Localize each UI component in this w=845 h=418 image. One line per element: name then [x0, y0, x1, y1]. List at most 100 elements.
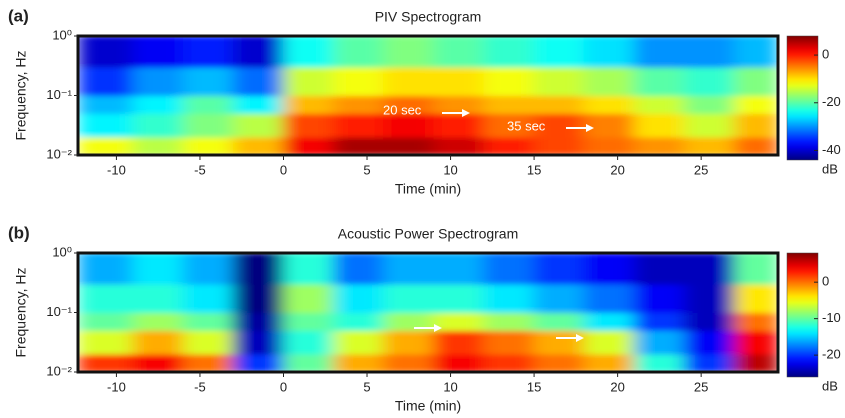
heatmap-cell [78, 136, 134, 155]
heatmap-cell [78, 329, 134, 355]
colorbar [786, 35, 819, 161]
heatmap-cell [78, 353, 134, 372]
heatmap-cell [533, 329, 585, 355]
y-tick-label: 10⁻¹ [46, 304, 72, 319]
heatmap-cell [734, 112, 778, 138]
heatmap-cell [734, 95, 778, 114]
heatmap-cell [683, 283, 736, 313]
heatmap-cell [78, 283, 134, 313]
heatmap-cell [734, 66, 778, 96]
heatmap-cell [78, 36, 134, 68]
heatmap-cell [232, 253, 284, 285]
heatmap-cell [583, 112, 635, 138]
heatmap-cell [132, 36, 184, 68]
heatmap-cell [132, 112, 184, 138]
heatmap-cell [533, 112, 585, 138]
x-tick-label: 5 [363, 162, 370, 177]
x-tick-label: -5 [194, 379, 206, 394]
heatmap-cell [132, 253, 184, 285]
heatmap-area [78, 36, 778, 155]
heatmap-cell [132, 66, 184, 96]
heatmap-cell [282, 353, 335, 372]
heatmap-cell [182, 283, 234, 313]
heatmap-cell [383, 283, 435, 313]
heatmap-cell [333, 95, 385, 114]
heatmap-cell [683, 329, 736, 355]
heatmap-cell [533, 253, 585, 285]
heatmap-cell [182, 95, 234, 114]
colorbar-tick-label: 0 [822, 47, 829, 62]
heatmap-cell [633, 36, 685, 68]
heatmap-cell [483, 136, 535, 155]
arrow-head [576, 334, 584, 342]
y-tick-label: 10⁰ [52, 27, 72, 42]
heatmap-cell [483, 283, 535, 313]
heatmap-cell [282, 283, 335, 313]
heatmap-cell [633, 353, 685, 372]
heatmap-cell [683, 312, 736, 331]
heatmap-cell [583, 253, 635, 285]
heatmap-cell [132, 136, 184, 155]
heatmap-cell [433, 283, 485, 313]
heatmap-cell [383, 136, 435, 155]
x-tick-label: 10 [443, 379, 457, 394]
heatmap-cell [232, 112, 284, 138]
x-tick-label: -5 [194, 162, 206, 177]
arrow-head [462, 109, 470, 117]
heatmap-cell [333, 66, 385, 96]
heatmap-cell [433, 312, 485, 331]
heatmap-cell [282, 329, 335, 355]
heatmap-cell [232, 283, 284, 313]
heatmap-cell [633, 283, 685, 313]
annotation: 20 sec [383, 102, 422, 117]
heatmap-cell [383, 353, 435, 372]
heatmap-cell [483, 353, 535, 372]
heatmap-cell [583, 353, 635, 372]
heatmap-cell [533, 36, 585, 68]
heatmap-cell [533, 312, 585, 331]
colorbar-tick-label: -40 [822, 142, 841, 157]
heatmap-cell [78, 66, 134, 96]
y-axis-label: Frequency, Hz [13, 268, 29, 358]
panel-label: (a) [8, 6, 29, 25]
heatmap-cell [333, 36, 385, 68]
heatmap-cell [232, 66, 284, 96]
heatmap-cell [734, 36, 778, 68]
annotation: 35 sec [507, 118, 546, 133]
heatmap-cell [583, 283, 635, 313]
heatmap-cell [683, 112, 736, 138]
colorbar-label: dB [822, 378, 838, 393]
heatmap-cell [583, 312, 635, 331]
x-tick-label: 20 [610, 379, 624, 394]
heatmap-cell [333, 353, 385, 372]
x-tick-label: 20 [610, 162, 624, 177]
heatmap-cell [533, 95, 585, 114]
heatmap-cell [683, 353, 736, 372]
heatmap-cell [132, 329, 184, 355]
heatmap-cell [483, 95, 535, 114]
panel-label: (b) [8, 223, 30, 242]
chart-title: PIV Spectrogram [375, 9, 482, 25]
heatmap-cell [282, 312, 335, 331]
heatmap-cell [333, 312, 385, 331]
heatmap-cell [383, 66, 435, 96]
heatmap-cell [282, 66, 335, 96]
heatmap-cell [132, 353, 184, 372]
heatmap-cell [633, 95, 685, 114]
heatmap-cell [383, 112, 435, 138]
heatmap-cell [433, 253, 485, 285]
colorbar-tick-label: -20 [822, 347, 841, 362]
heatmap-cell [433, 36, 485, 68]
heatmap-cell [232, 329, 284, 355]
heatmap-cell [333, 136, 385, 155]
heatmap-cell [232, 312, 284, 331]
heatmap-cell [734, 329, 778, 355]
heatmap-cell [683, 36, 736, 68]
x-tick-label: 15 [527, 162, 541, 177]
heatmap-cell [433, 353, 485, 372]
heatmap-cell [383, 312, 435, 331]
heatmap-cell [78, 95, 134, 114]
heatmap-cell [383, 95, 435, 114]
heatmap-cell [182, 136, 234, 155]
y-tick-label: 10⁻¹ [46, 87, 72, 102]
